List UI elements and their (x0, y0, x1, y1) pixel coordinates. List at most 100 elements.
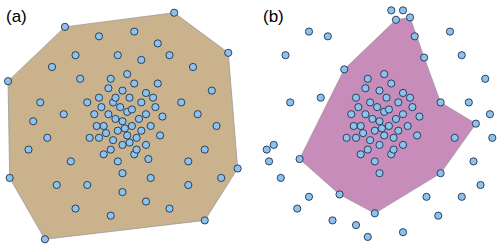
scatter-point (378, 125, 385, 132)
scatter-point (362, 85, 369, 92)
scatter-point (359, 129, 366, 136)
scatter-point (145, 155, 152, 162)
scatter-point (86, 134, 93, 141)
scatter-point (100, 151, 107, 158)
scatter-point (265, 158, 272, 165)
region-polygon (8, 13, 238, 240)
panel-label: (b) (263, 7, 284, 26)
scatter-point (388, 80, 395, 87)
scatter-point (138, 99, 145, 106)
scatter-point (201, 146, 208, 153)
scatter-point (376, 170, 383, 177)
scatter-point (60, 111, 67, 118)
scatter-point (114, 127, 121, 134)
scatter-point (102, 129, 109, 136)
scatter-point (364, 233, 371, 240)
scatter-point (114, 158, 121, 165)
scatter-point (329, 217, 336, 224)
scatter-point (44, 134, 51, 141)
scatter-point (138, 127, 145, 134)
scatter-point (77, 75, 84, 82)
scatter-point (37, 99, 44, 106)
scatter-point (135, 115, 142, 122)
scatter-point (371, 127, 378, 134)
scatter-point (390, 134, 397, 141)
scatter-point (421, 54, 428, 61)
scatter-point (399, 141, 406, 148)
scatter-point (149, 94, 156, 101)
scatter-point (470, 158, 477, 165)
scatter-point (399, 229, 406, 236)
scatter-point (138, 56, 145, 63)
scatter-point (395, 127, 402, 134)
scatter-point (371, 158, 378, 165)
scatter-point (472, 120, 479, 127)
scatter-point (437, 99, 444, 106)
scatter-point (157, 132, 164, 139)
scatter-point (4, 78, 11, 85)
plot-area (263, 7, 496, 241)
scatter-point (376, 118, 383, 125)
scatter-point (357, 122, 364, 129)
scatter-point (131, 80, 138, 87)
scatter-point (93, 122, 100, 129)
scatter-point (95, 134, 102, 141)
scatter-point (364, 75, 371, 82)
scatter-point (348, 111, 355, 118)
figure: (a)(b) (0, 0, 500, 249)
scatter-point (446, 28, 453, 35)
scatter-point (423, 193, 430, 200)
scatter-point (67, 158, 74, 165)
scatter-point (126, 94, 133, 101)
scatter-point (117, 104, 124, 111)
scatter-point (166, 52, 173, 59)
scatter-point (178, 99, 185, 106)
scatter-point (95, 94, 102, 101)
scatter-point (305, 28, 312, 35)
scatter-point (225, 49, 232, 56)
scatter-point (305, 193, 312, 200)
scatter-point (374, 104, 381, 111)
scatter-point (399, 89, 406, 96)
scatter-point (406, 94, 413, 101)
scatter-point (482, 75, 489, 82)
scatter-point (185, 181, 192, 188)
scatter-point (142, 89, 149, 96)
scatter-point (383, 94, 390, 101)
scatter-point (105, 85, 112, 92)
plot-area (4, 9, 241, 243)
scatter-point (352, 134, 359, 141)
scatter-point (263, 146, 270, 153)
scatter-point (84, 181, 91, 188)
scatter-point (395, 99, 402, 106)
scatter-point (110, 137, 117, 144)
scatter-point (201, 217, 208, 224)
scatter-point (119, 188, 126, 195)
scatter-point (6, 174, 13, 181)
scatter-point (362, 111, 369, 118)
scatter-point (465, 99, 472, 106)
scatter-point (390, 146, 397, 153)
scatter-point (352, 94, 359, 101)
scatter-point (166, 205, 173, 212)
scatter-point (352, 222, 359, 229)
scatter-point (152, 104, 159, 111)
scatter-point (53, 181, 60, 188)
scatter-point (154, 80, 161, 87)
scatter-point (376, 87, 383, 94)
scatter-point (343, 134, 350, 141)
scatter-point (369, 115, 376, 122)
scatter-point (107, 75, 114, 82)
scatter-point (357, 151, 364, 158)
scatter-point (147, 174, 154, 181)
scatter-point (194, 111, 201, 118)
scatter-point (142, 141, 149, 148)
scatter-point (147, 122, 154, 129)
scatter-point (355, 104, 362, 111)
scatter-point (72, 205, 79, 212)
scatter-point (41, 236, 48, 243)
scatter-point (98, 104, 105, 111)
scatter-point (189, 63, 196, 70)
scatter-point (61, 23, 68, 30)
scatter-point (458, 52, 465, 59)
